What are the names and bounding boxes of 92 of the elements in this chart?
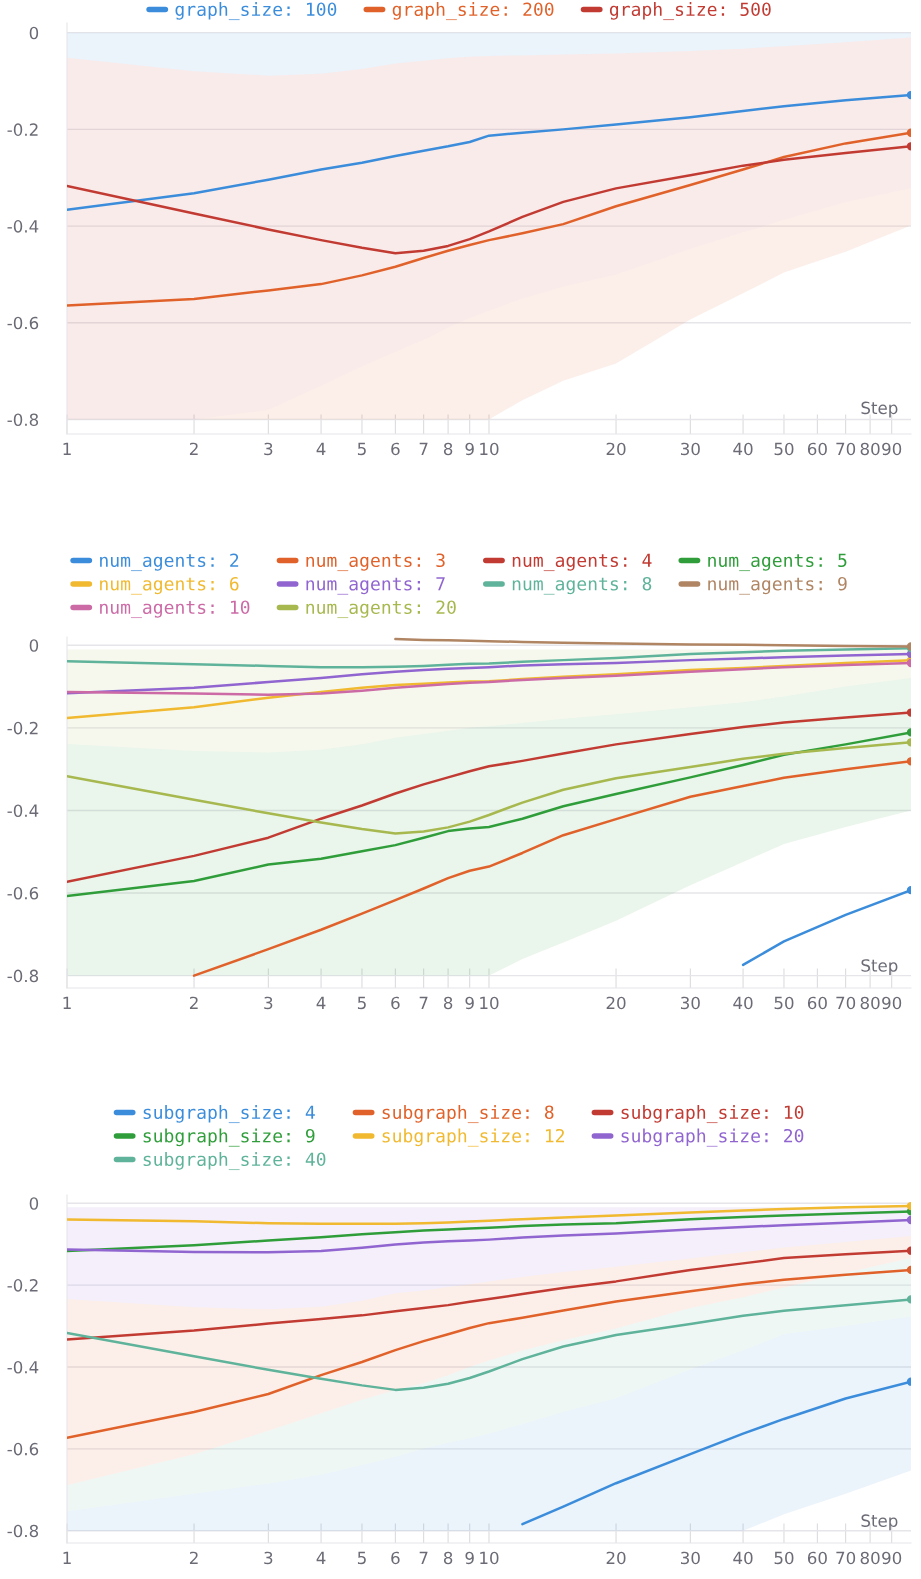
x-tick-label: 30: [681, 1551, 700, 1565]
y-tick-label: 0: [29, 1197, 39, 1210]
y-tick-label: -0.4: [7, 220, 39, 233]
legend-label: subgraph_size: 10: [621, 1105, 804, 1124]
x-tick-label: 8: [443, 996, 453, 1010]
x-tick-label: 80: [860, 442, 880, 456]
legend-label: num_agents: 5: [708, 553, 847, 572]
legend-label: subgraph_size: 40: [143, 1152, 326, 1171]
x-tick-label: 50: [774, 442, 794, 456]
x-tick-label: 6: [391, 996, 400, 1010]
y-tick-label: -0.4: [7, 804, 39, 817]
x-tick-label: 70: [836, 996, 856, 1010]
x-tick-label: 4: [316, 996, 326, 1009]
x-tick-label: 80: [860, 996, 880, 1010]
legend-label: subgraph_size: 20: [621, 1128, 804, 1147]
legend-label: subgraph_size: 9: [143, 1128, 315, 1147]
x-tick-label: 80: [860, 1551, 880, 1565]
legend-label: num_agents: 8: [512, 576, 652, 595]
x-tick-label: 30: [681, 996, 700, 1010]
y-tick-label: -0.6: [7, 1442, 39, 1456]
x-tick-label: 9: [465, 442, 474, 456]
x-tick-label: 70: [836, 442, 856, 456]
x-tick-label: 2: [189, 996, 198, 1009]
x-tick-label: 90: [882, 442, 902, 456]
legend-label: subgraph_size: 4: [143, 1105, 315, 1124]
x-tick-label: 90: [882, 996, 902, 1010]
legend-label: subgraph_size: 12: [382, 1128, 564, 1147]
y-tick-label: 0: [29, 639, 39, 652]
x-tick-label: 1: [63, 996, 71, 1009]
x-tick-label: 3: [264, 442, 273, 456]
legend-label: graph_size: 100: [175, 2, 337, 21]
legend-label: graph_size: 500: [609, 2, 771, 21]
legend-label: num_agents: 20: [306, 600, 456, 619]
x-tick-label: 90: [882, 1551, 902, 1565]
x-tick-label: 9: [465, 996, 474, 1010]
legend-label: graph_size: 200: [392, 2, 554, 21]
x-tick-label: 4: [316, 442, 326, 455]
y-tick-label: -0.2: [7, 123, 38, 136]
x-tick-label: 20: [606, 996, 626, 1010]
x-tick-label: 4: [316, 1551, 326, 1564]
legend-label: num_agents: 9: [708, 576, 847, 595]
y-tick-label: -0.2: [7, 1279, 38, 1292]
y-tick-label: -0.8: [7, 1524, 39, 1538]
x-tick-label: 7: [419, 442, 428, 455]
x-tick-label: 10: [480, 442, 499, 456]
y-tick-label: -0.6: [7, 316, 39, 330]
x-tick-label: 9: [465, 1551, 474, 1565]
x-tick-label: 40: [733, 1551, 753, 1565]
x-tick-label: 7: [419, 1551, 428, 1564]
x-tick-label: 2: [189, 442, 198, 455]
y-tick-label: -0.6: [7, 886, 39, 900]
x-tick-label: 2: [189, 1551, 198, 1564]
x-tick-label: 1: [63, 442, 71, 455]
x-tick-label: 5: [357, 996, 366, 1010]
x-tick-label: 50: [774, 996, 794, 1010]
x-tick-label: 5: [357, 442, 366, 456]
x-axis-title: Step: [861, 401, 898, 418]
x-tick-label: 60: [807, 1551, 827, 1565]
x-tick-label: 8: [443, 442, 453, 456]
x-tick-label: 1: [63, 1551, 71, 1564]
x-tick-label: 20: [606, 442, 626, 456]
legend-label: num_agents: 10: [100, 600, 250, 619]
y-tick-label: -0.8: [7, 969, 39, 983]
legend-label: num_agents: 3: [306, 553, 445, 572]
x-tick-label: 50: [774, 1551, 794, 1565]
y-tick-label: -0.2: [7, 721, 38, 735]
x-tick-label: 6: [391, 442, 400, 456]
x-tick-label: 30: [681, 442, 700, 456]
legend-label: num_agents: 4: [512, 553, 652, 572]
x-axis-title: Step: [861, 1514, 898, 1531]
x-tick-label: 6: [391, 1551, 400, 1565]
x-tick-label: 70: [836, 1551, 856, 1565]
x-tick-label: 60: [807, 996, 827, 1010]
x-tick-label: 3: [264, 1551, 273, 1565]
y-tick-label: -0.4: [7, 1360, 39, 1374]
legend-label: num_agents: 2: [100, 553, 239, 572]
legend-label: num_agents: 7: [306, 577, 445, 595]
x-tick-label: 20: [606, 1551, 626, 1565]
x-axis-title: Step: [861, 959, 898, 976]
x-tick-label: 5: [357, 1551, 366, 1565]
x-tick-label: 10: [480, 1551, 499, 1565]
x-tick-label: 7: [419, 996, 428, 1009]
y-tick-label: 0: [29, 26, 39, 40]
legend-label: subgraph_size: 8: [382, 1105, 554, 1124]
x-tick-label: 40: [733, 442, 753, 456]
x-tick-label: 8: [443, 1551, 453, 1565]
y-tick-label: -0.8: [7, 413, 39, 427]
x-tick-label: 10: [480, 996, 499, 1010]
legend-label: num_agents: 6: [100, 576, 239, 595]
x-tick-label: 40: [733, 996, 753, 1010]
x-tick-label: 3: [264, 996, 273, 1010]
x-tick-label: 60: [807, 442, 827, 456]
